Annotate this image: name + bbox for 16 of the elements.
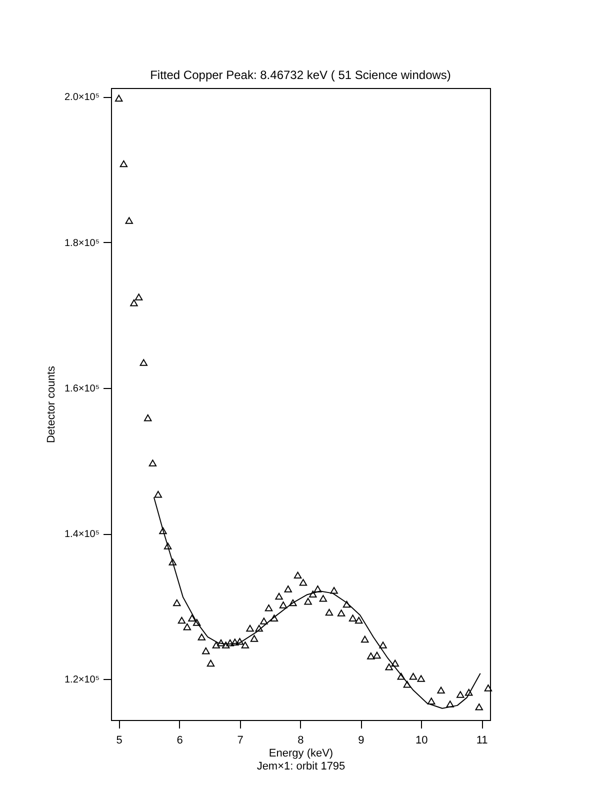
- y-tick-label: 2.0×10⁵: [64, 92, 100, 104]
- x-tick-label: 11: [476, 734, 488, 746]
- y-tick-label: 1.8×10⁵: [64, 238, 100, 249]
- x-tick-label: 7: [237, 734, 244, 746]
- y-tick-label: 1.4×10⁵: [64, 529, 100, 540]
- y-tick-label: 1.2×10⁵: [64, 674, 100, 686]
- y-axis-title: Detector counts: [45, 365, 58, 444]
- x-tick-label: 10: [415, 734, 428, 746]
- chart-title: Fitted Copper Peak: 8.46732 keV ( 51 Science windows): [150, 68, 451, 82]
- x-tick-label: 8: [298, 734, 304, 746]
- x-tick-label: 9: [358, 734, 364, 746]
- x-tick-label: 6: [176, 734, 183, 746]
- text: Jem×1: orbit 1795: [256, 760, 346, 772]
- y-tick-label: 1.6×10⁵: [64, 383, 100, 394]
- x-axis-title: Energy (keV): [268, 748, 334, 760]
- x-tick-label: 5: [116, 734, 122, 746]
